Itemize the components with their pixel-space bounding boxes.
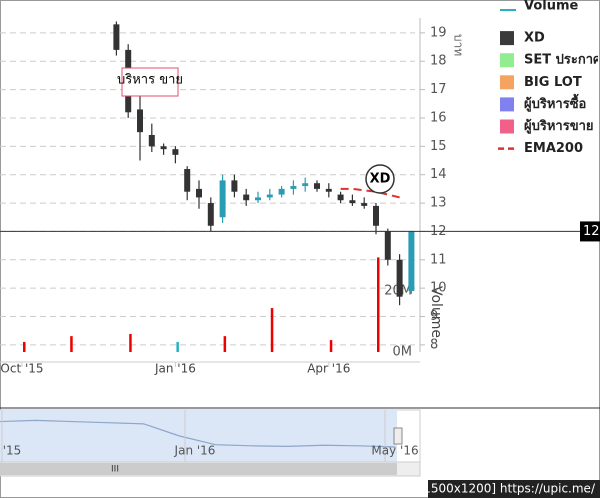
candle-body: [361, 203, 368, 206]
y-axis-label: บาท: [452, 34, 466, 56]
annotation: บริหาร ขาย: [117, 73, 183, 88]
legend-marker: [500, 75, 514, 90]
legend: Volume XD SET ประกาศ BIG LOT ผู้บริหารซื้อผู…: [498, 0, 600, 156]
annotation-box: [121, 67, 179, 97]
candle-body: [148, 134, 155, 147]
candle-body: [384, 231, 391, 260]
xd-marker: [365, 164, 395, 194]
candle-body: [243, 194, 250, 201]
x-tick-label: Oct '15: [0, 362, 43, 376]
navigator-handle[interactable]: [393, 427, 403, 445]
legend-label: Volume: [524, 0, 579, 14]
y-tick-label: 16: [430, 110, 447, 125]
volume-bar: [223, 336, 227, 352]
navigator-line: [0, 419, 396, 448]
navigator-label: '15: [3, 444, 22, 458]
volume-bar: [329, 340, 333, 352]
candle-body: [219, 180, 226, 218]
annotation: XD: [370, 172, 391, 187]
volume-bar: [70, 336, 73, 352]
y-tick-label: 9: [430, 309, 438, 324]
y-tick-label: 11: [430, 252, 447, 267]
y-tick-label: 10: [430, 281, 447, 296]
y-tick-label: 19: [430, 25, 447, 40]
y-tick-label: 14: [430, 167, 447, 182]
legend-marker: [500, 97, 514, 112]
candle-body: [314, 183, 320, 189]
ema-line: [340, 187, 400, 199]
legend-label: ผู้บริหารขาย: [524, 118, 594, 134]
last-price-label: 12: [583, 224, 600, 239]
y-tick-label: 17: [430, 82, 447, 97]
candle-body: [337, 194, 344, 201]
legend-label: EMA200: [524, 141, 583, 156]
legend-marker: [500, 31, 514, 46]
navigator-selection: [0, 410, 397, 462]
legend-label: SET ประกาศ: [524, 53, 600, 68]
legend-marker: [500, 53, 514, 68]
navigator-label: May '16: [371, 444, 418, 458]
last-price-box: [580, 221, 600, 242]
legend-label: ผู้บริหารซื้อ: [524, 93, 586, 112]
candle-body: [266, 194, 273, 198]
volume-bar: [129, 334, 132, 352]
candle-body: [184, 169, 191, 192]
footer: [1500x1200] https://upic.me/: [419, 482, 596, 496]
candle-body: [373, 205, 379, 226]
candle-body: [196, 188, 202, 198]
candle-body: [325, 188, 332, 192]
x-tick-label: Jan '16: [154, 362, 196, 376]
candle-body: [349, 200, 356, 204]
candle-body: [290, 186, 297, 189]
volume-bar: [377, 257, 380, 352]
candle-body: [113, 24, 120, 50]
legend-label: XD: [524, 31, 545, 46]
y-tick-label: 18: [430, 54, 447, 69]
candle-body: [255, 197, 261, 201]
candle-body: [137, 109, 143, 133]
candle-body: [207, 203, 214, 226]
volume-bar: [270, 308, 274, 352]
volume-axis-label: Volume: [428, 286, 444, 338]
navigator-label: Jan '16: [174, 444, 216, 458]
scrollbar-thumb[interactable]: [0, 463, 397, 475]
candle-body: [278, 188, 285, 195]
scrollbar-grip: III: [111, 465, 119, 475]
legend-label: BIG LOT: [524, 75, 582, 90]
volume-bar: [176, 341, 179, 352]
candle-body: [396, 259, 403, 297]
y-tick-label: 8: [430, 337, 438, 352]
candle-body: [231, 180, 238, 192]
volume-tick-label: 0M: [393, 345, 413, 360]
volume-bar: [23, 341, 26, 352]
candle-body: [172, 149, 179, 155]
y-tick-label: 15: [430, 139, 447, 154]
x-tick-label: Apr '16: [307, 362, 350, 376]
footer-bg: [428, 480, 600, 498]
candle-body: [160, 146, 167, 150]
y-tick-label: 13: [430, 196, 447, 211]
candle-body: [302, 183, 309, 187]
legend-marker: [500, 119, 514, 134]
candle-body: [408, 231, 415, 292]
